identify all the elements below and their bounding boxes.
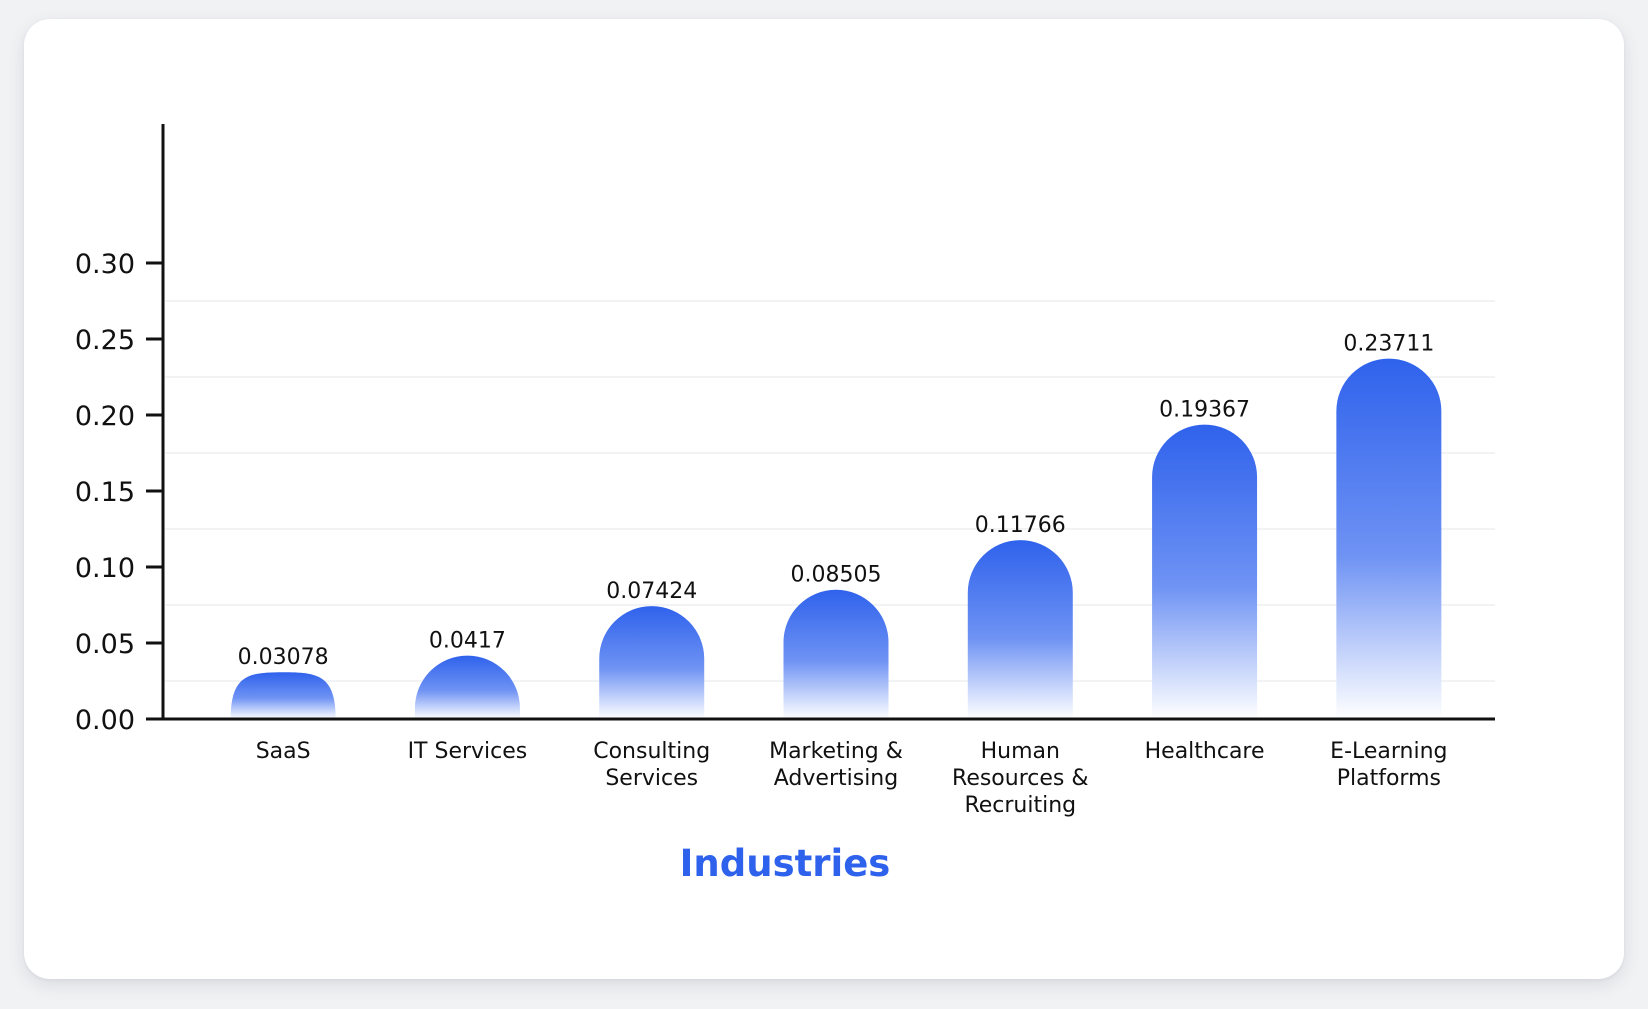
data-label: 0.19367 [1159, 398, 1250, 423]
bar [599, 606, 705, 719]
y-tick-label: 0.20 [75, 401, 135, 432]
x-tick-label: IT Services [408, 739, 528, 764]
x-tick-label: Healthcare [1145, 739, 1265, 764]
bar [414, 655, 520, 719]
bar [967, 540, 1073, 719]
x-tick-label: Advertising [774, 766, 898, 791]
x-tick-label: SaaS [256, 739, 311, 764]
x-tick-label: Consulting [593, 739, 710, 764]
data-label: 0.0417 [429, 629, 506, 654]
data-label: 0.08505 [791, 563, 882, 588]
bar [1336, 358, 1442, 719]
bars [230, 358, 1442, 719]
y-tick-label: 0.05 [75, 629, 135, 660]
data-label: 0.03078 [238, 645, 329, 670]
y-tick-label: 0.10 [75, 553, 135, 584]
bar [783, 589, 889, 719]
y-tick-label: 0.25 [75, 325, 135, 356]
x-axis-label: Industries [680, 842, 891, 885]
x-tick-label: Marketing & [769, 739, 903, 764]
bar [230, 672, 336, 719]
y-tick-label: 0.30 [75, 249, 135, 280]
x-tick-label: E-Learning [1330, 739, 1447, 764]
bar [1152, 424, 1258, 719]
y-tick-label: 0.00 [75, 705, 135, 736]
data-label: 0.23711 [1343, 332, 1434, 357]
x-tick-label: Human [981, 739, 1060, 764]
data-label: 0.11766 [975, 513, 1066, 538]
value-labels: 0.03078 0.0417 0.07424 0.08505 0.11766 0.1936… [238, 332, 1435, 671]
x-tick-label: Platforms [1337, 766, 1441, 791]
axes [146, 124, 1495, 721]
data-label: 0.07424 [606, 579, 697, 604]
x-tick-label: Services [605, 766, 698, 791]
x-tick-label: Resources & [952, 766, 1089, 791]
y-tick-labels: 0.00 0.05 0.10 0.15 0.20 0.25 0.30 [75, 249, 135, 736]
y-tick-label: 0.15 [75, 477, 135, 508]
x-tick-label: Recruiting [964, 793, 1076, 818]
